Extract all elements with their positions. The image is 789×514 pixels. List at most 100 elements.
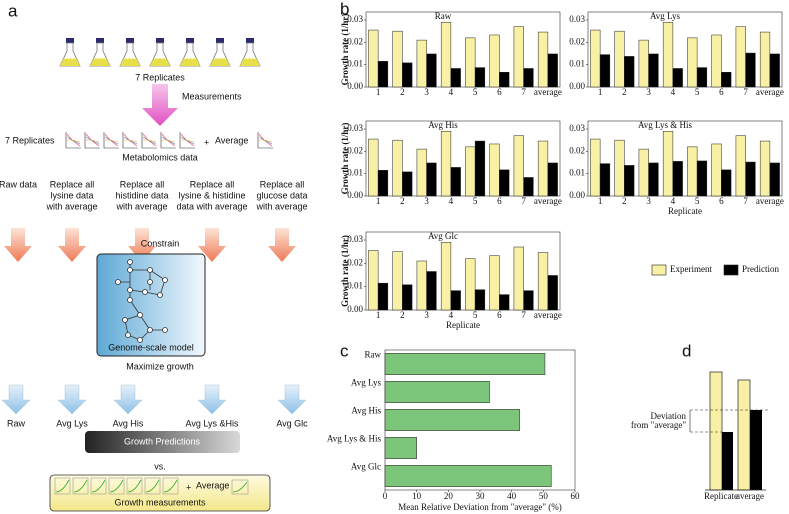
mini-line [162,139,176,143]
bar [384,409,520,431]
bar [402,62,413,88]
y-tick-label: Avg His [351,406,381,416]
legend-swatch [723,264,739,276]
y-tick-label: 0.01 [569,59,585,69]
measure-label: Measurements [182,91,242,101]
mini-curve [127,479,142,493]
bar [474,289,486,311]
flask-cap [96,38,104,43]
treatment-label: lysine & histidine [178,190,245,200]
bar [377,282,389,311]
x-tick-label: 2 [400,310,405,320]
y-tick-label: 0.03 [347,234,363,244]
bar [384,353,546,375]
y-tick-label: 0.02 [347,36,363,46]
y-tick-label: 0.01 [347,281,363,291]
arrow [1,384,31,415]
bar [696,67,708,88]
bar [368,138,379,197]
x-tick-label: 6 [719,196,724,206]
chart-title: Raw [435,11,452,21]
measurements-average: Average [196,480,229,490]
treatment-label: Replace all [50,179,95,189]
mini-chart [72,477,89,495]
mini-line [181,139,195,143]
x-tick-label: average [756,196,784,206]
mini-axis [103,132,119,149]
bar [450,290,461,311]
bar [402,171,413,197]
bar [721,72,732,88]
bar [489,34,500,88]
x-tick-label: 6 [719,87,724,97]
bar [416,148,427,197]
x-tick-label: 7 [521,310,526,320]
schematic-bar [709,371,723,491]
mini-axis [65,132,81,149]
bar [368,250,379,311]
chart-title: Avg Glc [428,231,458,241]
x-tick-label: 4 [449,310,454,320]
mini-chart [90,477,107,495]
schematic-category: Replicate [704,491,738,501]
bar [769,53,780,88]
flask-liquid [60,58,80,66]
mini-line [143,139,157,143]
y-tick-label: 0.01 [347,59,363,69]
y-axis-label: Growth rate (1/hr) [340,235,350,307]
flask-liquid [240,58,260,66]
x-tick-label: 50 [539,491,549,501]
x-tick-label: 3 [424,87,429,97]
y-tick-label: 0.00 [347,81,363,91]
legend-label: Experiment [670,264,712,274]
y-tick-label: 0.01 [347,168,363,178]
model-label: Genome-scale model [108,342,194,352]
x-tick-label: 60 [571,491,581,501]
flask-cap [216,38,224,43]
bar [513,246,524,311]
bar [440,21,452,88]
bar [614,30,625,88]
mini-chart [126,477,143,495]
bar [416,260,427,311]
mini-chart [54,477,71,495]
plus: + [186,482,191,492]
bar [499,294,510,311]
arrow [4,228,32,262]
bar [513,135,524,197]
vs-label: vs. [154,461,166,471]
chart-title: Avg Lys & His [638,120,693,130]
mini-curve [73,479,88,493]
outcome-label: Avg Glc [276,418,308,428]
x-tick-label: 3 [424,310,429,320]
bar [590,138,601,197]
x-tick-label: 30 [476,491,486,501]
bar [745,52,756,88]
bar [696,160,708,197]
average-label: Average [215,135,248,145]
plot-frame [587,120,783,197]
mini-curve [91,479,106,493]
y-tick-label: 0.00 [347,190,363,200]
flasks [59,38,261,67]
bar [426,53,437,88]
arrow [198,228,226,262]
mini-chart [144,477,161,495]
mini-curve [109,479,124,493]
bar [547,275,558,311]
bar [769,162,780,197]
bar [735,26,746,88]
y-axis-label: Growth rate (1/hr) [340,123,350,195]
predictions-box [85,431,240,453]
outcomes: Raw Avg Lys Avg His Avg Lys &His Avg Glc [1,384,308,428]
x-tick-label: 5 [473,310,478,320]
mini-charts [65,132,273,149]
x-tick-label: 3 [646,196,651,206]
treatment-label: histidine data [115,190,168,200]
bar [721,169,732,197]
schematic-bar [750,410,762,490]
bar [711,34,722,88]
bar [465,37,476,88]
x-tick-label: 2 [622,87,627,97]
